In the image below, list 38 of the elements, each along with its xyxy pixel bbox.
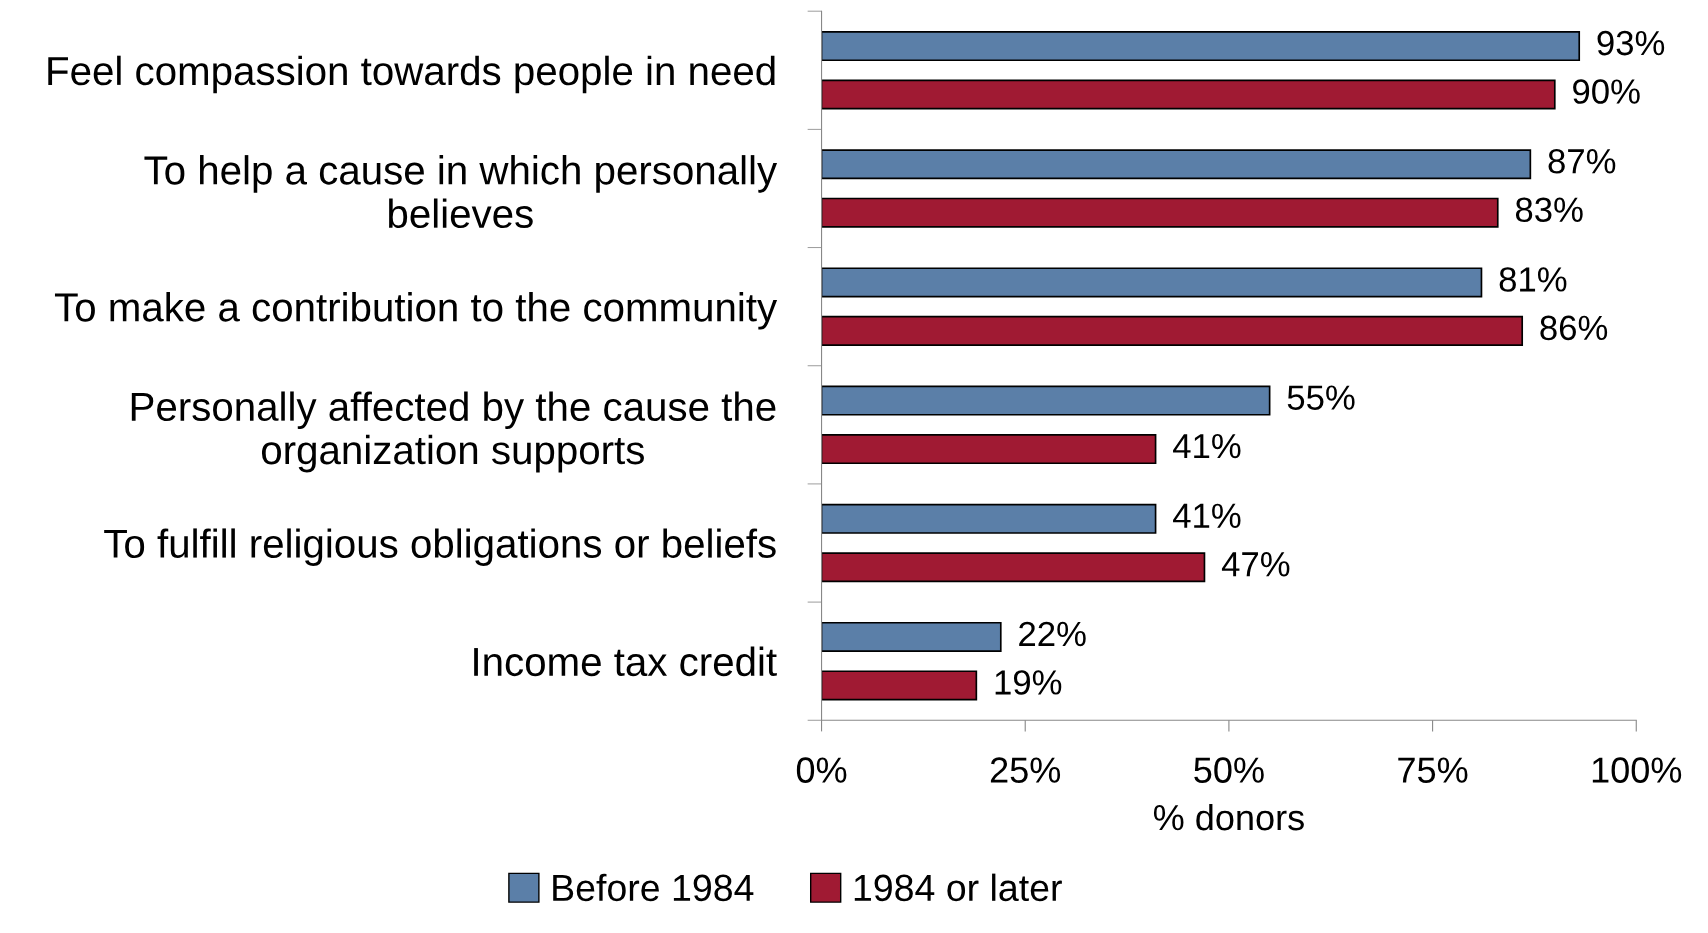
bar <box>821 267 1483 298</box>
y-tick-label: Feel compassion towards people in need <box>48 55 775 94</box>
bar <box>821 31 1581 62</box>
legend-label: 1984 or later <box>854 873 1062 902</box>
x-tick-label: 0% <box>796 757 847 783</box>
data-label: 93% <box>1597 30 1665 56</box>
x-tick-label: 50% <box>1194 757 1264 783</box>
data-label: 47% <box>1221 552 1290 577</box>
bar <box>821 315 1524 346</box>
data-label: 19% <box>995 670 1062 695</box>
y-tick-label: To help a cause in which personally believes <box>144 155 778 229</box>
legend-label: Before 1984 <box>553 873 754 902</box>
y-tick-label: Income tax credit <box>474 646 777 677</box>
x-tick-label: 100% <box>1592 757 1682 783</box>
data-label: 83% <box>1515 197 1583 223</box>
x-tick-label: 25% <box>990 757 1061 783</box>
data-label: 41% <box>1173 433 1241 459</box>
data-label: 87% <box>1548 148 1616 174</box>
y-tick-label: Personally affected by the cause the organization supports <box>131 391 776 473</box>
bar <box>821 434 1157 465</box>
bar <box>821 149 1532 180</box>
data-label: 41% <box>1173 503 1241 528</box>
y-tick-label: To fulfill religious obligations or beliefs <box>104 528 776 566</box>
data-label: 55% <box>1287 385 1355 410</box>
bar <box>821 621 1002 652</box>
y-tick-label: To make a contribution to the community <box>54 292 778 330</box>
bar <box>821 197 1499 228</box>
x-tick-label: 75% <box>1398 757 1468 783</box>
bar <box>821 503 1157 534</box>
bar <box>821 670 978 701</box>
bar <box>821 552 1206 583</box>
x-axis-title: % donors <box>1153 803 1304 831</box>
data-label: 86% <box>1540 315 1608 341</box>
data-label: 90% <box>1573 79 1640 104</box>
data-label: 22% <box>1019 621 1086 647</box>
data-label: 81% <box>1499 267 1567 292</box>
bar <box>821 385 1271 416</box>
bar <box>821 79 1556 110</box>
